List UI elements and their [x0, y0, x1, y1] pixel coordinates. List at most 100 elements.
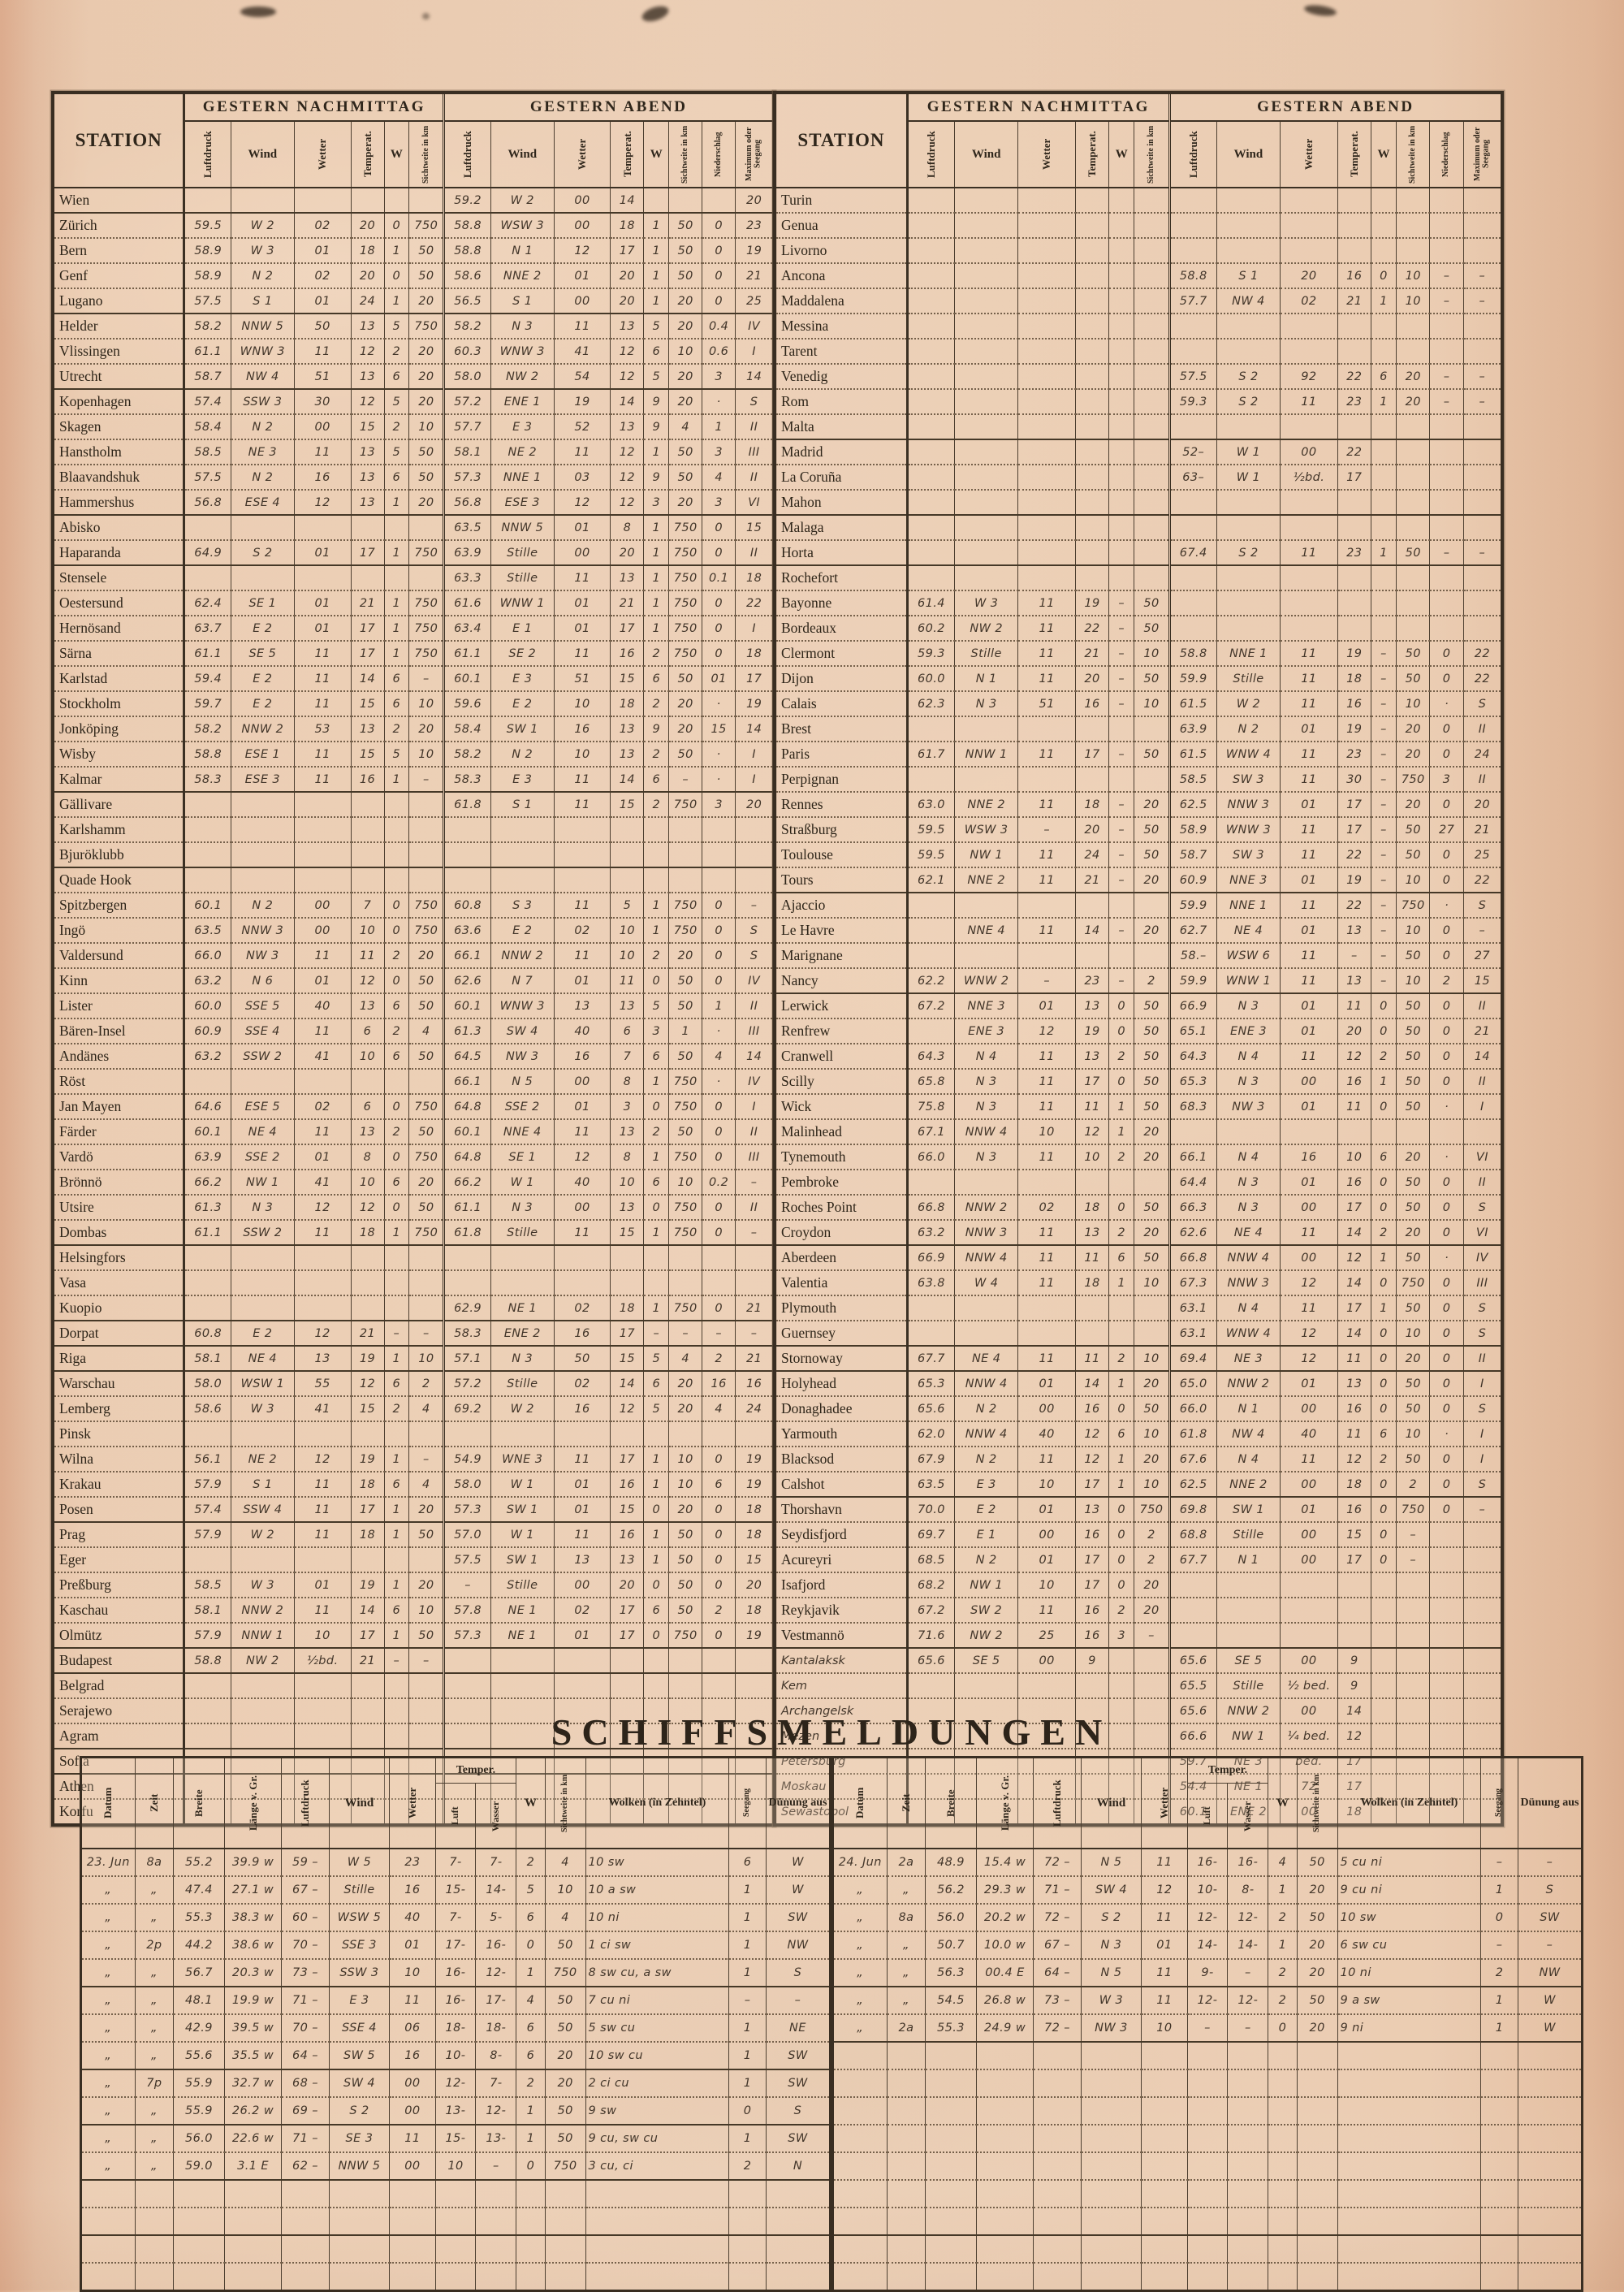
value-cell [668, 1245, 703, 1271]
value-cell [832, 2152, 888, 2181]
value-cell [585, 2208, 730, 2236]
station-name: Valentia [775, 1270, 909, 1296]
value-cell: 59.0 [173, 2152, 225, 2181]
value-cell: 13 [1075, 1497, 1110, 1523]
value-cell: 0 [1429, 993, 1464, 1019]
value-cell: 5 [643, 993, 670, 1019]
value-cell: 0 [1108, 1018, 1135, 1044]
value-cell: 00 [1280, 1245, 1338, 1271]
ship-row: 23. Jun 8a 55.2 39.9 w 59 – W 5 23 7- 7- 2 4 10 sw 6… [80, 1849, 831, 1877]
value-cell [545, 2208, 586, 2236]
value-cell [231, 792, 295, 818]
station-row: Prag 57.9 W 2 11 18 1 50 57.0 W 1 11 16 1 50 0 18 [53, 1522, 775, 1548]
value-cell: 17 [1075, 742, 1110, 768]
value-cell [443, 1245, 491, 1271]
value-cell [1017, 1321, 1076, 1347]
value-cell [294, 842, 352, 868]
station-name: Kem [775, 1673, 909, 1699]
value-cell: NW 1 [954, 842, 1019, 868]
value-cell: SW [766, 2125, 831, 2153]
value-cell: 11 [1017, 918, 1076, 944]
value-cell [1429, 1648, 1464, 1674]
value-cell: 2 [1108, 1598, 1135, 1624]
value-cell: 01 [1280, 918, 1338, 944]
value-cell: IV [735, 968, 775, 994]
station-row: Skagen 58.4 N 2 00 15 2 10 57.7 E 3 52 13 9 4 1 II [53, 414, 775, 440]
value-cell: 67 – [281, 1876, 330, 1905]
value-cell: · [702, 742, 736, 768]
value-cell: 6 [728, 1849, 767, 1877]
value-cell: 57.3 [443, 1497, 491, 1523]
value-cell: 0 [702, 515, 736, 541]
value-cell: – [1108, 968, 1135, 994]
column-header: Wind [490, 121, 555, 188]
column-header: Sichtweite in km [545, 1757, 586, 1849]
value-cell: 10 [1134, 1421, 1171, 1447]
value-cell: 66.2 [184, 1170, 231, 1196]
value-cell: 3 cu, ci [585, 2152, 730, 2181]
value-cell [1169, 565, 1217, 591]
station-header: STATION [53, 93, 186, 188]
value-cell [351, 817, 385, 843]
value-cell [1463, 314, 1503, 339]
value-cell: 11 [1017, 1144, 1076, 1170]
value-cell: 20 [408, 1170, 446, 1196]
value-cell: – [1463, 263, 1503, 289]
group-header-row: STATION GESTERN NACHMITTAG GESTERN ABEND [775, 93, 1503, 188]
value-cell [1017, 490, 1076, 516]
value-cell: 6 [384, 1598, 410, 1624]
value-cell: 6 [384, 1472, 410, 1498]
value-cell: 0 [1108, 1396, 1135, 1422]
value-cell: 60.1 [443, 993, 491, 1019]
value-cell: 58.0 [443, 1472, 491, 1498]
value-cell: 21 [1463, 817, 1503, 843]
value-cell: · [1429, 1245, 1464, 1271]
value-cell [1108, 389, 1135, 415]
value-cell: 17 [735, 666, 775, 692]
value-cell: 32.7 w [224, 2069, 283, 2098]
value-cell: 1 [516, 2125, 546, 2153]
station-row: Zürich 59.5 W 2 02 20 0 750 58.8 WSW 3 00 18 1 50 0 23 [53, 213, 775, 239]
value-cell [1396, 1572, 1431, 1598]
column-header: Luftdruck [281, 1757, 330, 1849]
value-cell [1169, 590, 1217, 616]
value-cell: 1 [384, 288, 410, 314]
value-cell [184, 1069, 231, 1095]
value-cell: ENE 3 [1216, 1018, 1281, 1044]
value-cell: SSW 3 [329, 1959, 391, 1987]
value-cell: 6 [384, 364, 410, 390]
value-cell: S [766, 2097, 831, 2126]
value-cell [1141, 2125, 1188, 2153]
value-cell: 10 [668, 339, 703, 365]
value-cell [925, 2180, 977, 2208]
value-cell [231, 515, 295, 541]
value-cell: 13- [435, 2097, 477, 2126]
value-cell: II [1463, 1069, 1503, 1095]
value-cell: 24 [1075, 842, 1110, 868]
value-cell: 64.8 [443, 1144, 491, 1170]
value-cell [294, 1698, 352, 1724]
value-cell: 69.2 [443, 1396, 491, 1422]
value-cell: 11 [554, 1220, 611, 1246]
value-cell [1108, 716, 1135, 742]
value-cell: N 3 [954, 1094, 1019, 1120]
value-cell [389, 2180, 436, 2208]
value-cell: 7- [475, 2069, 517, 2098]
value-cell: 10 [1134, 1270, 1171, 1296]
value-cell: 65.3 [907, 1371, 955, 1397]
value-cell [294, 1421, 352, 1447]
value-cell [976, 2263, 1034, 2292]
value-cell [735, 1270, 775, 1296]
value-cell: 1 [384, 767, 410, 793]
value-cell: 18 [351, 1472, 385, 1498]
value-cell: NW [1518, 1959, 1583, 1987]
value-cell [1075, 288, 1110, 314]
value-cell [1075, 1673, 1110, 1699]
value-cell: 21 [610, 590, 645, 616]
station-row: Agram [53, 1723, 775, 1749]
value-cell: 12 [610, 1396, 645, 1422]
station-name: Toulouse [775, 842, 909, 868]
value-cell [1075, 1321, 1110, 1347]
value-cell: 62.5 [1169, 792, 1217, 818]
station-name: Tours [775, 867, 909, 893]
